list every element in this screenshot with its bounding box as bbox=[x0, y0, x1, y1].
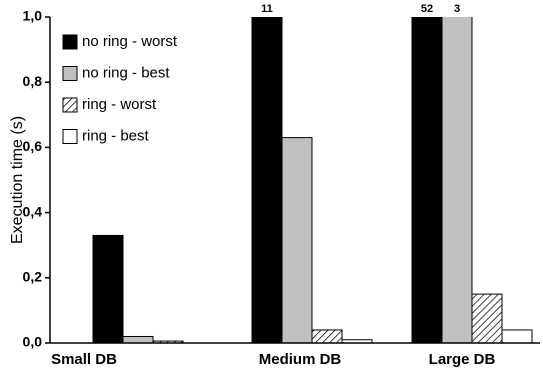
y-tick-label: 0,8 bbox=[23, 73, 43, 89]
bar bbox=[92, 234, 124, 344]
bar bbox=[441, 17, 473, 344]
x-tick-label: Medium DB bbox=[259, 351, 342, 368]
y-tick-label: 1,0 bbox=[23, 8, 43, 24]
legend-label: ring - worst bbox=[82, 96, 157, 113]
bar bbox=[281, 137, 313, 344]
legend-swatch bbox=[62, 129, 78, 144]
bar bbox=[311, 329, 343, 344]
legend-swatch bbox=[62, 66, 78, 81]
legend-label: ring - best bbox=[82, 127, 150, 144]
bar bbox=[251, 17, 283, 344]
legend-label: no ring - best bbox=[82, 64, 170, 81]
y-tick-label: 0,6 bbox=[23, 138, 43, 154]
bar bbox=[501, 329, 533, 344]
y-tick-label: 0,4 bbox=[23, 203, 43, 219]
x-tick-label: Small DB bbox=[51, 351, 117, 368]
x-tick-label: Large DB bbox=[429, 351, 496, 368]
legend-swatch bbox=[62, 97, 78, 113]
bar bbox=[122, 335, 154, 344]
y-tick-label: 0,2 bbox=[23, 269, 43, 285]
legend-swatch bbox=[62, 34, 78, 50]
value-label: 52 bbox=[421, 3, 433, 15]
bar bbox=[411, 17, 443, 344]
y-axis-label: Execution time (s) bbox=[9, 116, 26, 244]
value-label: 11 bbox=[261, 3, 273, 15]
y-tick-label: 0,0 bbox=[23, 334, 43, 350]
legend-label: no ring - worst bbox=[82, 33, 178, 50]
bar bbox=[471, 293, 503, 344]
value-label: 3 bbox=[454, 3, 460, 15]
